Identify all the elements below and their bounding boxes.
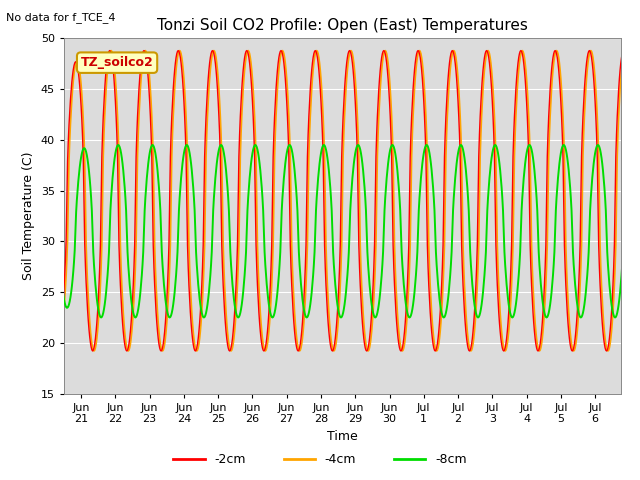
- X-axis label: Time: Time: [327, 430, 358, 443]
- Text: TZ_soilco2: TZ_soilco2: [81, 56, 154, 69]
- Text: No data for f_TCE_4: No data for f_TCE_4: [6, 12, 116, 23]
- Title: Tonzi Soil CO2 Profile: Open (East) Temperatures: Tonzi Soil CO2 Profile: Open (East) Temp…: [157, 18, 528, 33]
- Y-axis label: Soil Temperature (C): Soil Temperature (C): [22, 152, 35, 280]
- Legend: -2cm, -4cm, -8cm: -2cm, -4cm, -8cm: [168, 448, 472, 471]
